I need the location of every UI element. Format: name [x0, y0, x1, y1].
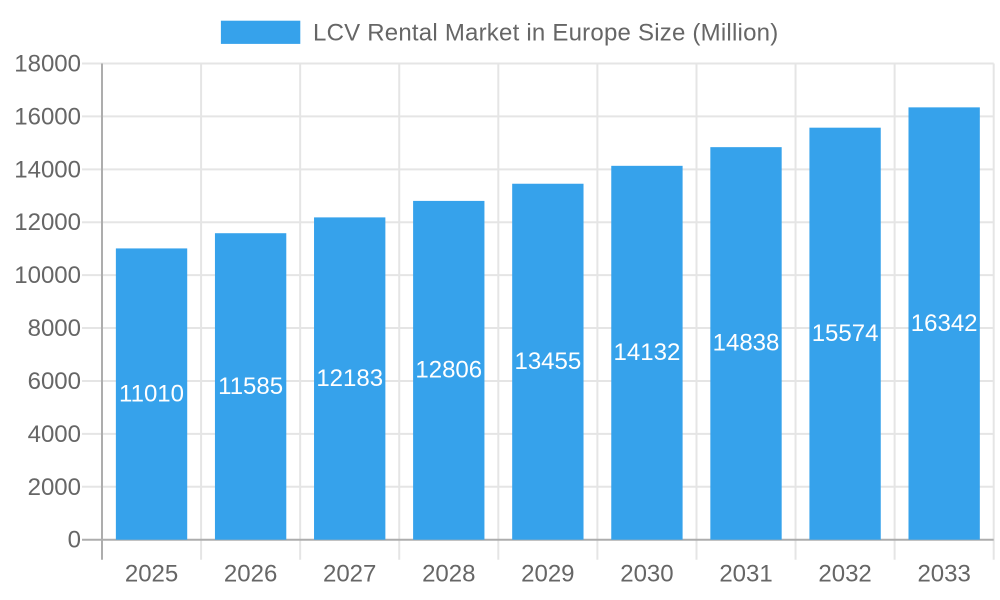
- svg-text:18000: 18000: [14, 51, 81, 78]
- svg-text:2033: 2033: [917, 561, 970, 588]
- svg-text:15574: 15574: [812, 320, 879, 347]
- svg-text:4000: 4000: [28, 421, 81, 448]
- svg-text:10000: 10000: [14, 262, 81, 289]
- svg-text:11010: 11010: [119, 380, 184, 407]
- svg-text:0: 0: [68, 527, 81, 554]
- svg-text:12806: 12806: [415, 357, 482, 384]
- svg-text:2027: 2027: [323, 561, 376, 588]
- svg-text:2029: 2029: [521, 561, 574, 588]
- svg-text:2025: 2025: [125, 561, 178, 588]
- svg-text:2028: 2028: [422, 561, 475, 588]
- svg-text:12183: 12183: [316, 365, 383, 392]
- svg-text:13455: 13455: [514, 348, 581, 375]
- svg-text:2030: 2030: [620, 561, 673, 588]
- svg-text:2026: 2026: [224, 561, 277, 588]
- svg-text:14838: 14838: [713, 330, 780, 357]
- svg-text:2032: 2032: [818, 561, 871, 588]
- svg-text:16342: 16342: [911, 310, 978, 337]
- svg-text:8000: 8000: [28, 315, 81, 342]
- svg-text:14132: 14132: [614, 339, 681, 366]
- svg-text:2031: 2031: [719, 561, 772, 588]
- svg-text:16000: 16000: [14, 103, 81, 130]
- svg-text:6000: 6000: [28, 368, 81, 395]
- svg-text:11585: 11585: [218, 373, 283, 400]
- svg-text:2000: 2000: [28, 474, 81, 501]
- svg-text:12000: 12000: [14, 209, 81, 236]
- svg-text:14000: 14000: [14, 156, 81, 183]
- svg-text:LCV Rental Market in Europe Si: LCV Rental Market in Europe Size (Millio…: [313, 19, 778, 46]
